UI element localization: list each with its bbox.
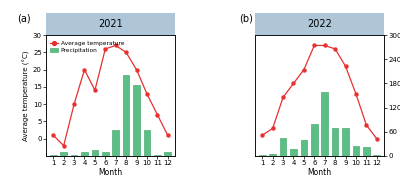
Bar [133, 85, 140, 156]
FancyBboxPatch shape [255, 13, 384, 35]
Y-axis label: Average temperature (°C): Average temperature (°C) [23, 50, 30, 141]
Bar [92, 150, 98, 156]
Bar [321, 91, 328, 156]
Bar [123, 75, 130, 156]
Bar [50, 155, 57, 156]
Bar [81, 152, 88, 156]
Text: 2022: 2022 [307, 19, 332, 29]
Bar [332, 128, 338, 156]
Bar [290, 149, 297, 156]
Title: 2022: 2022 [307, 23, 332, 33]
Bar [164, 152, 171, 156]
Bar [60, 152, 67, 156]
Title: 2021: 2021 [98, 23, 123, 33]
Bar [300, 140, 307, 156]
Text: 2021: 2021 [98, 19, 123, 29]
Bar [102, 152, 109, 156]
Bar [342, 128, 349, 156]
Bar [280, 138, 286, 156]
Bar [269, 154, 276, 156]
Text: (a): (a) [18, 13, 31, 23]
Bar [154, 155, 161, 156]
Bar [259, 155, 266, 156]
Bar [373, 155, 380, 156]
Legend: Average temperature, Precipitation: Average temperature, Precipitation [49, 40, 125, 54]
Text: (b): (b) [240, 13, 253, 23]
Bar [144, 130, 150, 156]
Bar [311, 124, 318, 156]
Bar [112, 130, 119, 156]
Bar [71, 155, 78, 156]
Bar [352, 146, 359, 156]
X-axis label: Month: Month [98, 168, 122, 176]
FancyBboxPatch shape [46, 13, 175, 35]
X-axis label: Month: Month [308, 168, 332, 176]
Bar [363, 147, 370, 156]
